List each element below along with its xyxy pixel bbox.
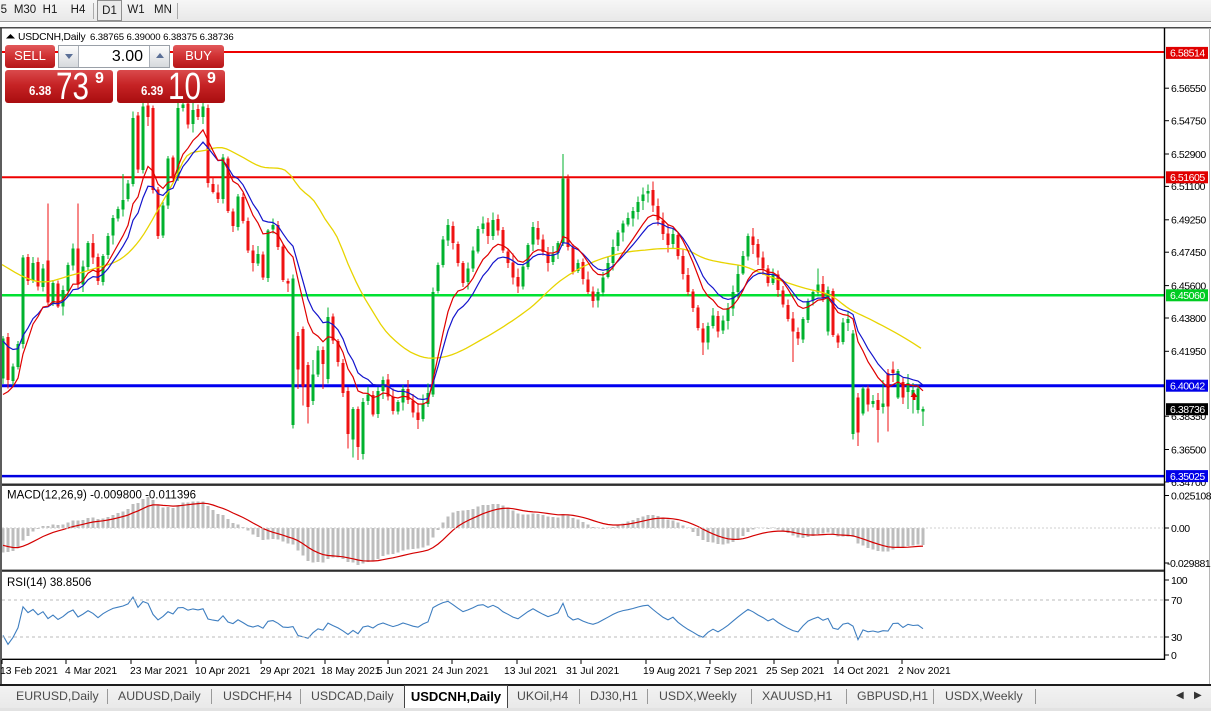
svg-text:6.51605: 6.51605	[1170, 172, 1205, 184]
svg-text:6.38736: 6.38736	[1170, 404, 1205, 416]
svg-text:0.00: 0.00	[1171, 523, 1190, 535]
svg-text:6.52900: 6.52900	[1171, 149, 1206, 161]
svg-text:6.36500: 6.36500	[1171, 444, 1206, 456]
svg-text:6.40042: 6.40042	[1170, 381, 1205, 393]
svg-text:6.35025: 6.35025	[1170, 471, 1205, 483]
svg-text:6.58514: 6.58514	[1170, 48, 1205, 60]
svg-text:24 Jun 2021: 24 Jun 2021	[432, 666, 489, 677]
svg-text:6.51100: 6.51100	[1171, 181, 1206, 193]
svg-text:18 May 2021: 18 May 2021	[321, 666, 381, 677]
svg-text:23 Mar 2021: 23 Mar 2021	[130, 666, 188, 677]
svg-text:6.56550: 6.56550	[1171, 83, 1206, 95]
svg-text:100: 100	[1171, 575, 1188, 587]
svg-text:7 Sep 2021: 7 Sep 2021	[705, 666, 758, 677]
svg-text:5 Jun 2021: 5 Jun 2021	[377, 666, 428, 677]
svg-text:14 Oct 2021: 14 Oct 2021	[833, 666, 889, 677]
svg-text:2 Nov 2021: 2 Nov 2021	[898, 666, 951, 677]
svg-text:6.43800: 6.43800	[1171, 313, 1206, 325]
svg-text:30: 30	[1171, 632, 1182, 644]
svg-text:6.38765 6.39000 6.38375 6.3873: 6.38765 6.39000 6.38375 6.38736	[90, 32, 234, 43]
svg-text:70: 70	[1171, 595, 1182, 607]
svg-text:USDCNH,Daily: USDCNH,Daily	[18, 32, 86, 43]
svg-text:RSI(14) 38.8506: RSI(14) 38.8506	[7, 577, 91, 589]
svg-text:6.41950: 6.41950	[1171, 346, 1206, 358]
svg-text:6.47450: 6.47450	[1171, 247, 1206, 259]
svg-text:0.025108: 0.025108	[1171, 490, 1211, 502]
svg-text:19 Aug 2021: 19 Aug 2021	[643, 666, 701, 677]
svg-text:-0.029881: -0.029881	[1167, 558, 1211, 570]
svg-text:13 Jul 2021: 13 Jul 2021	[504, 666, 558, 677]
svg-text:10 Apr 2021: 10 Apr 2021	[195, 666, 251, 677]
svg-text:0: 0	[1171, 650, 1177, 662]
svg-text:6.45060: 6.45060	[1170, 290, 1205, 302]
svg-text:MACD(12,26,9) -0.009800 -0.011: MACD(12,26,9) -0.009800 -0.011396	[7, 490, 196, 502]
svg-text:13 Feb 2021: 13 Feb 2021	[0, 666, 58, 677]
svg-text:6.49250: 6.49250	[1171, 215, 1206, 227]
svg-text:25 Sep 2021: 25 Sep 2021	[766, 666, 825, 677]
svg-text:31 Jul 2021: 31 Jul 2021	[566, 666, 620, 677]
svg-text:4 Mar 2021: 4 Mar 2021	[65, 666, 117, 677]
svg-text:6.54750: 6.54750	[1171, 116, 1206, 128]
svg-text:29 Apr 2021: 29 Apr 2021	[260, 666, 316, 677]
